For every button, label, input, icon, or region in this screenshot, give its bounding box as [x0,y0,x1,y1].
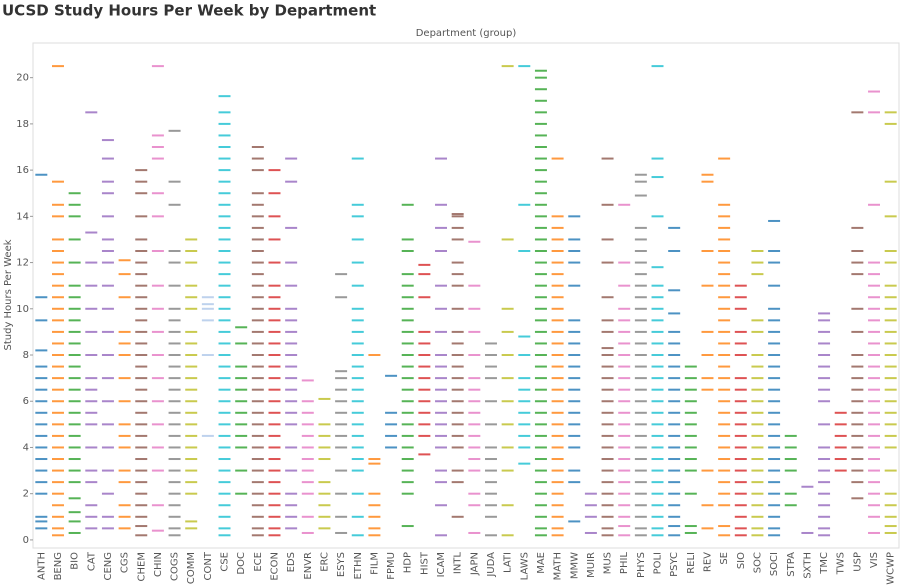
x-tick-label: CHIN [153,552,164,577]
plot-frame [32,42,900,549]
x-tick-label: PHYS [636,552,647,578]
y-tick-label: 0 [23,535,29,546]
y-tick-label: 10 [16,304,29,315]
x-tick-label: CONT [203,551,214,580]
x-tick-label: COGS [170,552,181,581]
x-tick-label: JUDA [486,552,497,578]
x-tick-label: MAE [536,552,547,574]
x-tick-label: PSYC [669,552,680,577]
x-tick-label: CSE [220,552,231,572]
x-tick-label: BIO [70,552,81,570]
x-tick-label: SIO [736,552,747,569]
x-tick-label: POLI [653,552,664,574]
x-tick-label: SXTH [802,552,813,579]
x-tick-label: HIST [419,551,430,575]
x-tick-label: CHEM [136,552,147,581]
x-tick-label: INTL [453,552,464,575]
y-tick-label: 16 [16,165,29,176]
x-tick-label: WCWP [886,552,897,585]
y-axis-title: Study Hours Per Week [3,239,14,350]
x-tick-label: HDP [403,552,414,573]
x-tick-label: VIS [869,552,880,568]
x-tick-label: CGS [120,552,131,573]
x-tick-label: LAWS [519,552,530,580]
x-tick-label: RELI [686,552,697,574]
x-tick-label: ECON [269,552,280,581]
x-tick-label: CAT [86,551,97,571]
x-tick-label: MUS [603,552,614,574]
x-tick-label: ERC [319,552,330,572]
x-tick-label: SOC [752,552,763,573]
x-tick-label: ANTH [36,552,47,580]
x-tick-label: ESYS [336,552,347,577]
x-tick-label: PHIL [619,552,630,574]
x-tick-label: ECE [253,552,264,572]
x-tick-label: CENG [103,552,114,581]
x-axis-title: Department (group) [416,28,517,39]
y-tick-label: 6 [23,396,29,407]
x-tick-label: TWS [836,552,847,575]
x-tick-label: FILM [369,552,380,575]
x-tick-label: ETHN [353,552,364,579]
x-tick-label: MMW [569,552,580,579]
x-tick-label: SE [719,552,730,565]
y-tick-label: 4 [23,442,29,453]
x-tick-label: ENVR [303,552,314,580]
x-tick-label: EDS [286,552,297,572]
x-tick-label: ICAM [436,552,447,577]
x-tick-label: DOC [236,552,247,575]
x-tick-label: COMM [186,552,197,584]
x-tick-label: MUIR [586,552,597,578]
x-tick-label: REV [702,552,713,572]
chart-title: UCSD Study Hours Per Week by Department [2,2,376,20]
x-tick-label: FPMU [386,552,397,580]
y-tick-label: 18 [16,119,29,130]
x-tick-label: TMC [819,552,830,575]
x-tick-label: BENG [53,552,64,580]
x-tick-label: USP [852,552,863,572]
y-tick-label: 12 [16,258,29,269]
y-tick-label: 14 [16,211,29,222]
x-tick-label: MATH [553,552,564,580]
x-tick-label: STPA [786,552,797,577]
x-tick-label: JAPN [469,552,480,576]
x-tick-label: SOCI [769,552,780,576]
x-tick-label: LATI [503,552,514,573]
y-tick-label: 20 [16,73,29,84]
y-tick-label: 8 [23,350,29,361]
y-tick-label: 2 [23,489,29,500]
